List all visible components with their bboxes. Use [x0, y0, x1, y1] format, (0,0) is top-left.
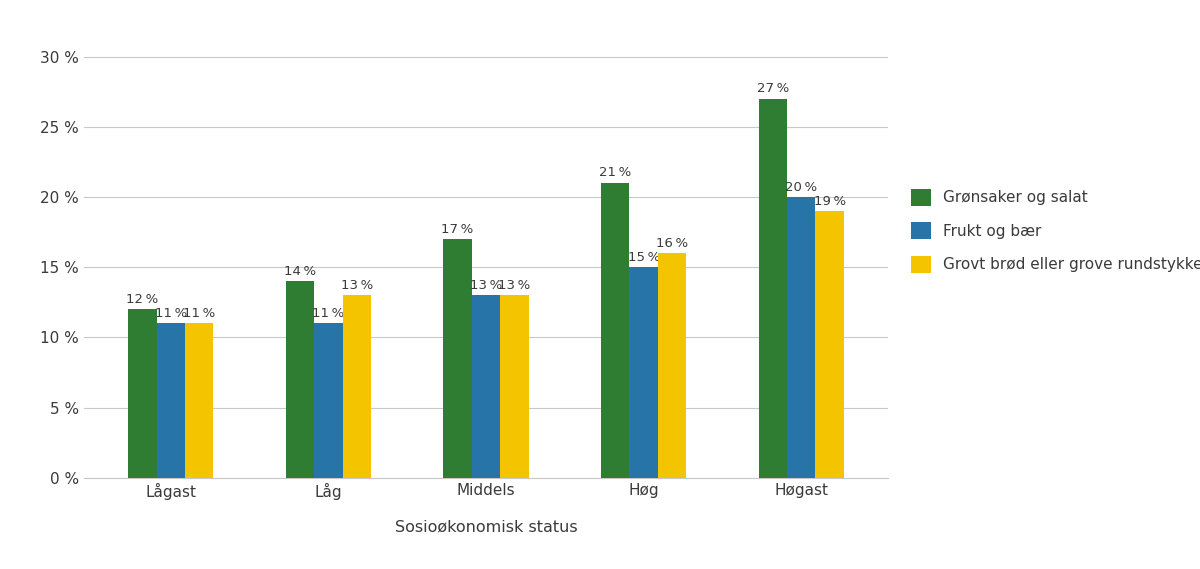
Bar — [342, 295, 371, 478]
Bar — [758, 98, 787, 478]
Bar — [500, 295, 528, 478]
Bar — [630, 267, 658, 478]
Text: 27 %: 27 % — [757, 82, 790, 95]
Text: 19 %: 19 % — [814, 195, 846, 208]
Bar — [156, 323, 185, 478]
Text: 13 %: 13 % — [470, 279, 502, 292]
Text: 11 %: 11 % — [312, 307, 344, 320]
Text: 14 %: 14 % — [284, 265, 316, 278]
Bar — [658, 253, 686, 478]
Bar — [128, 310, 156, 478]
Bar — [185, 323, 214, 478]
Text: 11 %: 11 % — [182, 307, 215, 320]
Text: 20 %: 20 % — [785, 180, 817, 193]
Bar — [787, 197, 816, 478]
Bar — [472, 295, 500, 478]
Bar — [314, 323, 342, 478]
Legend: Grønsaker og salat, Frukt og bær, Grovt brød eller grove rundstykke: Grønsaker og salat, Frukt og bær, Grovt … — [904, 182, 1200, 280]
Text: 11 %: 11 % — [155, 307, 187, 320]
Text: 15 %: 15 % — [628, 251, 660, 264]
Bar — [286, 281, 314, 478]
Text: 16 %: 16 % — [656, 237, 688, 250]
Text: 13 %: 13 % — [498, 279, 530, 292]
Text: 12 %: 12 % — [126, 293, 158, 306]
Text: 21 %: 21 % — [599, 167, 631, 179]
Bar — [601, 183, 630, 478]
Bar — [444, 239, 472, 478]
Text: 17 %: 17 % — [442, 222, 474, 236]
Text: 13 %: 13 % — [341, 279, 373, 292]
Bar — [816, 211, 844, 478]
X-axis label: Sosioøkonomisk status: Sosioøkonomisk status — [395, 519, 577, 534]
